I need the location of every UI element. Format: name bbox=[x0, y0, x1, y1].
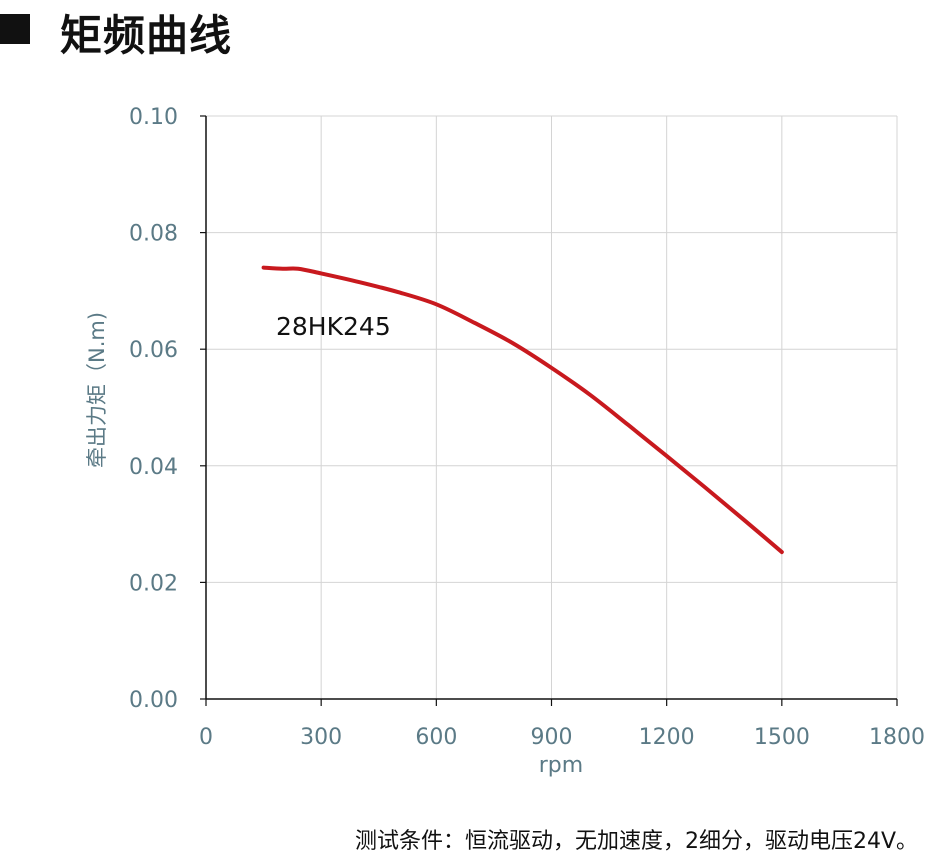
grid-lines bbox=[206, 115, 898, 699]
x-tick-label: 1800 bbox=[869, 725, 925, 750]
y-tick-label: 0.10 bbox=[129, 105, 178, 130]
x-tick-label: 900 bbox=[531, 725, 573, 750]
x-tick-label: 300 bbox=[300, 725, 342, 750]
y-tick-label: 0.02 bbox=[129, 571, 178, 596]
y-axis-label: 牵出力矩（N.m) bbox=[85, 312, 109, 468]
series-label: 28HK245 bbox=[276, 312, 391, 341]
series-lines bbox=[261, 265, 784, 555]
x-tick-label: 1200 bbox=[639, 725, 695, 750]
page-title: 矩频曲线 bbox=[60, 11, 233, 60]
header-square-icon bbox=[0, 14, 30, 44]
test-conditions-note: 测试条件：恒流驱动，无加速度，2细分，驱动电压24V。 bbox=[354, 829, 918, 854]
y-tick-label: 0.06 bbox=[129, 338, 178, 363]
x-tick-label: 0 bbox=[199, 725, 213, 750]
x-tick-labels: 0 300 600 900 1200 1500 1800 bbox=[199, 725, 925, 750]
y-tick-label: 0.08 bbox=[129, 222, 178, 247]
page-header: 矩频曲线 bbox=[0, 0, 926, 60]
x-tick-label: 600 bbox=[415, 725, 457, 750]
series-line-28hk245 bbox=[261, 265, 784, 555]
y-tick-label: 0.04 bbox=[129, 455, 178, 480]
axes bbox=[200, 115, 898, 706]
x-tick-label: 1500 bbox=[754, 725, 810, 750]
torque-speed-chart: 0 300 600 900 1200 1500 1800 0.000.020.040.060… bbox=[85, 105, 925, 778]
y-tick-labels: 0.00 0.02 0.04 0.06 0.08 0.10 bbox=[129, 105, 178, 713]
x-axis-label: rpm bbox=[539, 753, 583, 778]
y-tick-label: 0.00 bbox=[129, 688, 178, 713]
